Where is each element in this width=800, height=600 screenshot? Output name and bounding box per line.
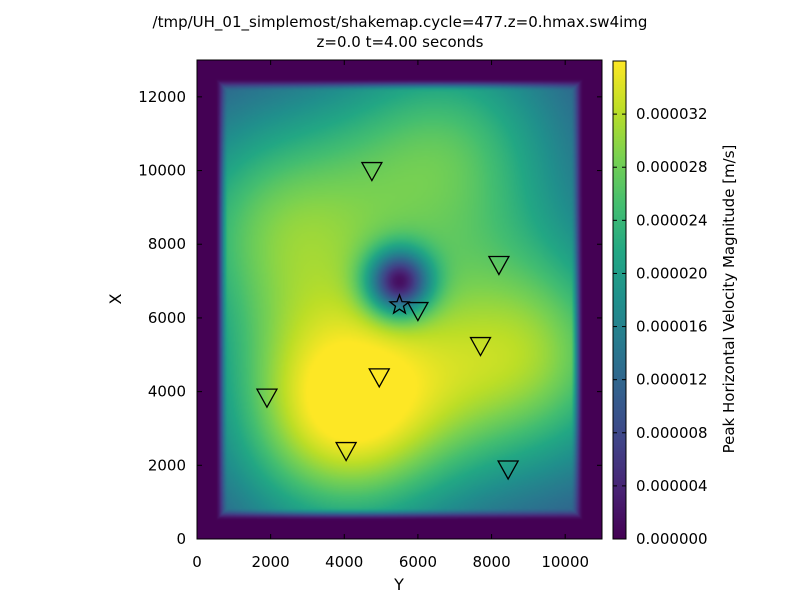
station-marker: [368, 368, 391, 389]
y-tick-label: 8000: [148, 235, 186, 253]
colorbar-label: Peak Horizontal Velocity Magnitude [m/s]: [720, 145, 738, 454]
epicenter-star-marker: [388, 293, 411, 315]
colorbar-tick-label: 0.000032: [636, 105, 708, 123]
station-marker: [487, 255, 511, 276]
chart-title-line1: /tmp/UH_01_simplemost/shakemap.cycle=477…: [153, 13, 648, 32]
x-tick-label: 6000: [399, 553, 437, 571]
y-axis-label: X: [106, 293, 125, 304]
station-marker: [360, 161, 383, 182]
station-marker: [469, 336, 492, 357]
x-axis-ticks: 0 2000 4000 6000 8000 10000: [192, 60, 589, 571]
station-marker: [335, 441, 358, 462]
y-tick-label: 4000: [148, 383, 186, 401]
colorbar-ticks: 0.000000 0.000004 0.000008 0.000012 0.000016…: [613, 105, 708, 548]
chart-title-line2: z=0.0 t=4.00 seconds: [317, 33, 484, 51]
plot-area: 0 2000 4000 6000 8000 10000 0 2000 4000 6000 8000…: [138, 59, 603, 571]
plot-frame: [196, 59, 603, 540]
station-markers: [255, 161, 520, 481]
colorbar-tick-label: 0.000028: [636, 158, 708, 176]
colorbar-tick-label: 0.000000: [636, 530, 708, 548]
x-tick-label: 2000: [252, 553, 290, 571]
colorbar-tick-label: 0.000012: [636, 371, 708, 389]
x-tick-label: 0: [192, 553, 202, 571]
y-tick-label: 0: [176, 530, 186, 548]
colorbar-tick-label: 0.000004: [636, 477, 708, 495]
colorbar: 0.000000 0.000004 0.000008 0.000012 0.000016…: [612, 60, 738, 548]
colorbar-gradient: [613, 61, 626, 539]
y-tick-label: 12000: [138, 88, 186, 106]
y-tick-label: 6000: [148, 309, 186, 327]
station-marker: [497, 460, 520, 481]
x-tick-label: 8000: [472, 553, 510, 571]
colorbar-tick-label: 0.000008: [636, 424, 708, 442]
colorbar-tick-label: 0.000020: [636, 264, 708, 282]
y-tick-label: 2000: [148, 456, 186, 474]
x-tick-label: 4000: [325, 553, 363, 571]
y-tick-label: 10000: [138, 162, 186, 180]
colorbar-tick-label: 0.000016: [636, 318, 708, 336]
x-tick-label: 10000: [541, 553, 589, 571]
colorbar-tick-label: 0.000024: [636, 211, 708, 229]
velocity-heatmap: [197, 60, 602, 539]
x-axis-label: Y: [393, 575, 404, 594]
station-marker: [406, 301, 430, 322]
colorbar-frame: [612, 60, 627, 540]
station-marker: [255, 388, 279, 409]
y-axis-ticks: 0 2000 4000 6000 8000 10000 12000: [138, 88, 602, 548]
